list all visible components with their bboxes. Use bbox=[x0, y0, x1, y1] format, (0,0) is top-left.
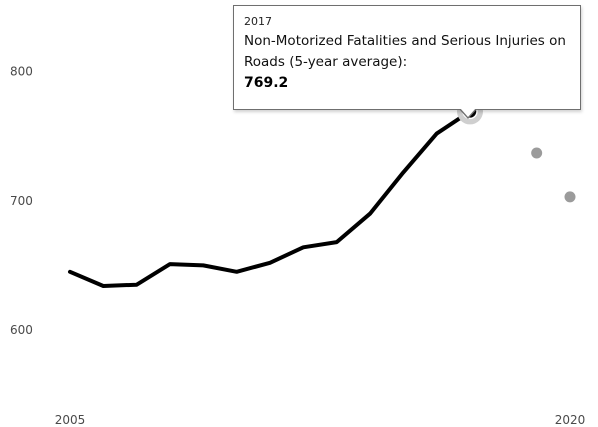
tooltip-value: 769.2 bbox=[244, 75, 289, 91]
x-tick-label: 2020 bbox=[555, 413, 586, 427]
x-tick-label: 2005 bbox=[55, 413, 86, 427]
y-tick-label: 700 bbox=[10, 194, 33, 208]
target-points bbox=[531, 147, 576, 203]
tooltip-year: 2017 bbox=[244, 15, 272, 28]
tooltip-pointer-fill bbox=[460, 108, 476, 117]
y-axis-ticks: 600 700 800 bbox=[10, 65, 33, 337]
data-tooltip: 2017 Non-Motorized Fatalities and Seriou… bbox=[233, 5, 581, 110]
y-tick-label: 800 bbox=[10, 65, 33, 79]
series-line bbox=[68, 109, 472, 288]
target-point[interactable] bbox=[564, 191, 576, 203]
x-axis-ticks: 2005 2020 bbox=[55, 413, 586, 427]
tooltip-label: Non-Motorized Fatalities and Serious Inj… bbox=[244, 33, 566, 70]
y-tick-label: 600 bbox=[10, 323, 33, 337]
target-point[interactable] bbox=[531, 147, 543, 159]
